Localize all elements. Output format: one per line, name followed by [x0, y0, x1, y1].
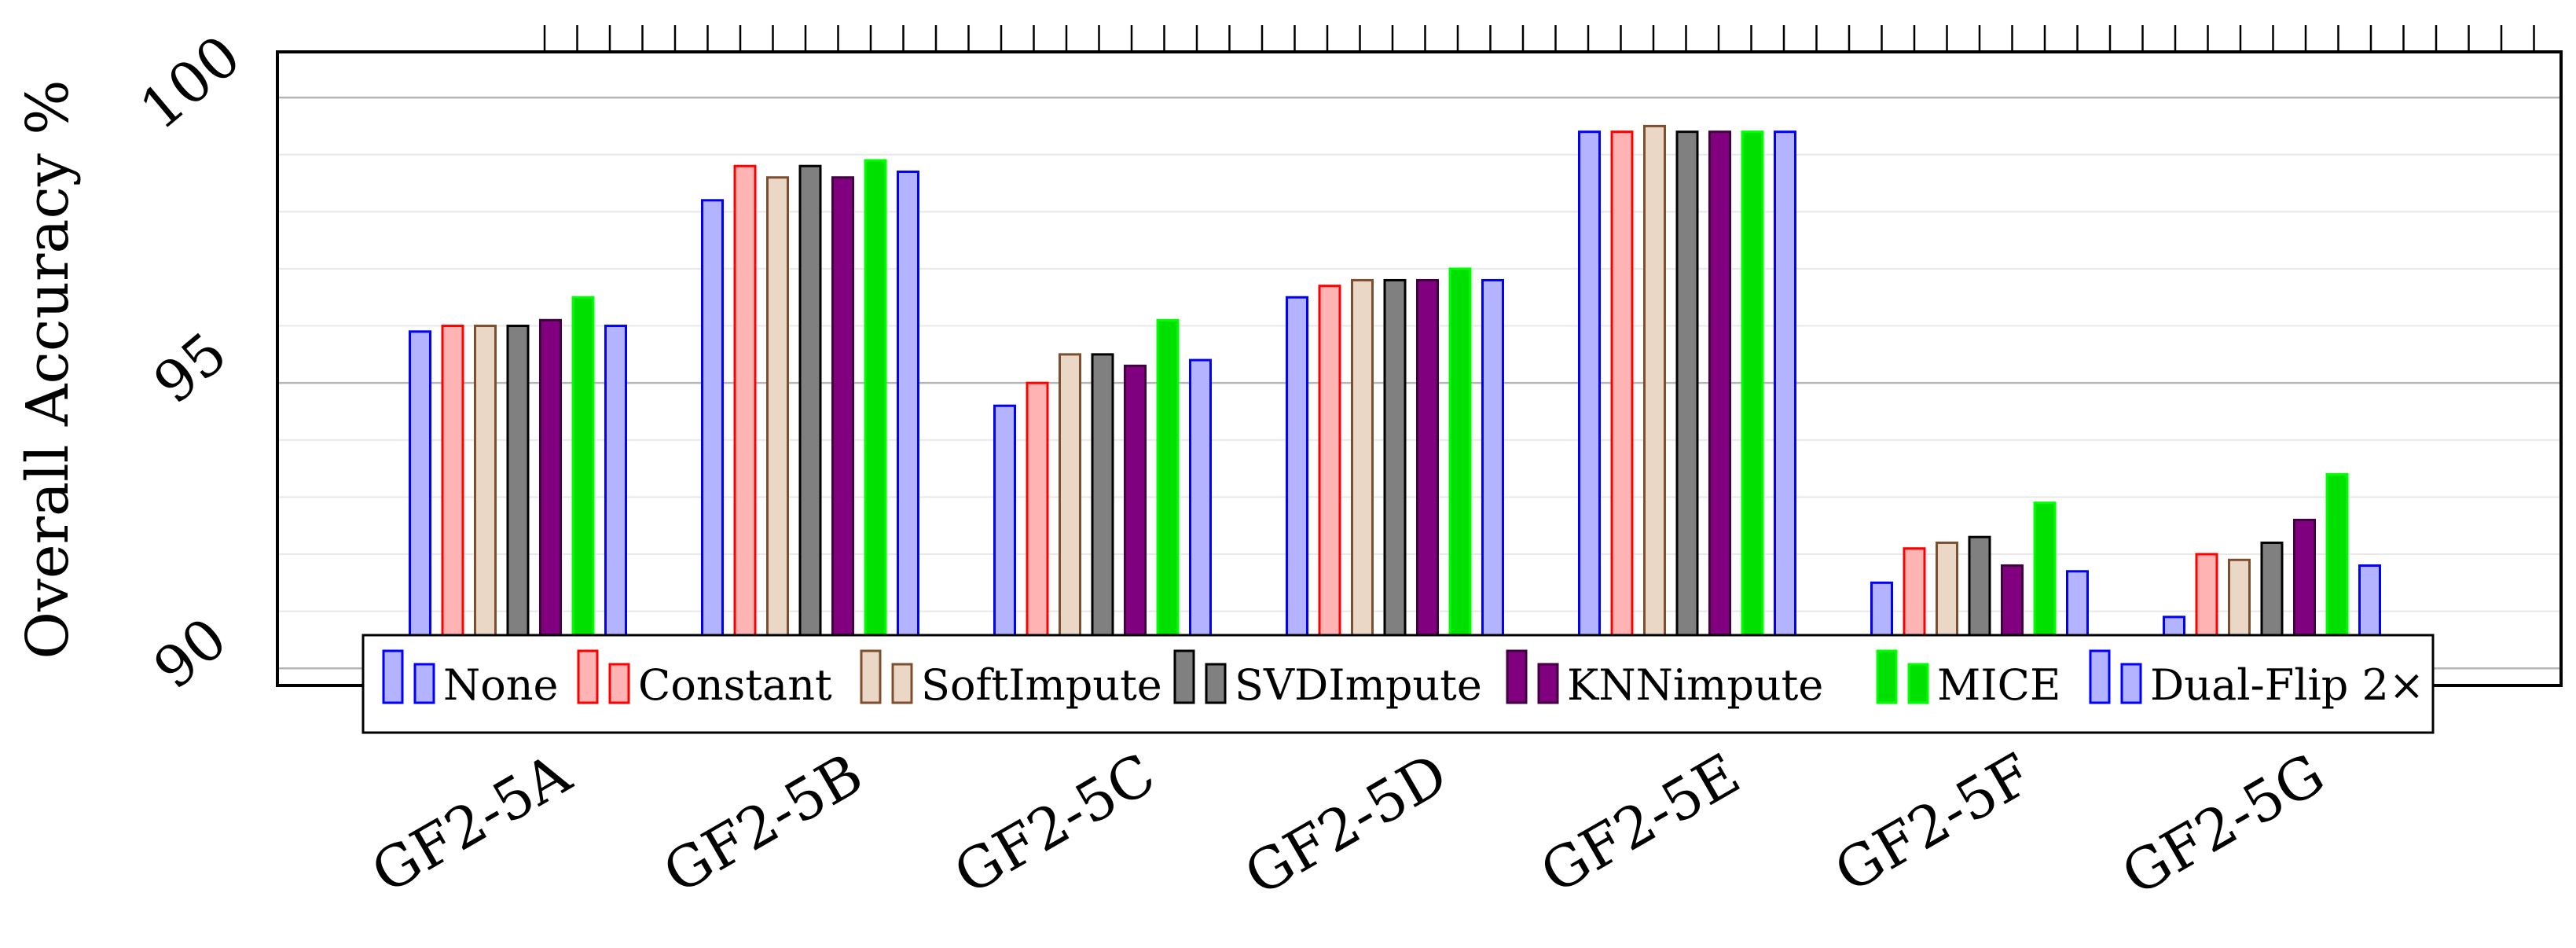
legend-swatch [413, 663, 435, 704]
legend-label: None [443, 660, 559, 710]
bar-dual-flip-2--gf2-5a [604, 325, 627, 687]
legend-swatch-tall [1506, 649, 1528, 704]
legend-swatch [1537, 663, 1559, 704]
legend-swatch [1205, 663, 1227, 704]
legend-label: KNNimpute [1567, 660, 1823, 710]
bar-svdimpute-gf2-5b [798, 164, 822, 687]
bar-knnimpute-gf2-5c [1124, 364, 1147, 687]
legend-entry: KNNimpute [1506, 649, 1823, 710]
x-tick-label: GF2-5C [943, 740, 1165, 907]
legend-swatch [891, 663, 913, 704]
y-tick-label: 100 [127, 23, 252, 143]
x-tick-label: GF2-5B [652, 740, 873, 906]
bar-constant-gf2-5d [1318, 285, 1341, 687]
legend-label: Constant [638, 660, 832, 710]
y-tick-labels: 90 95 100 [127, 23, 252, 702]
legend-entry: MICE [1876, 649, 2060, 710]
bar-none-gf2-5a [409, 330, 431, 687]
bar-constant-gf2-5e [1610, 130, 1634, 687]
bar-softimpute-gf2-5c [1059, 353, 1081, 687]
bar-mice-gf2-5a [571, 296, 595, 687]
bar-knnimpute-gf2-5d [1416, 278, 1439, 687]
legend-entry: SVDImpute [1173, 649, 1482, 710]
legend-items: None Constant SoftImpute SVDImpute KNNimpute… [382, 649, 2424, 710]
legend-entry: SoftImpute [860, 649, 1162, 710]
bar-knnimpute-gf2-5e [1708, 130, 1731, 687]
bar-svdimpute-gf2-5e [1675, 130, 1699, 687]
legend-label: Dual-Flip 2× [2150, 660, 2424, 710]
legend-swatch-tall [382, 649, 404, 704]
bar-mice-gf2-5d [1448, 267, 1472, 687]
legend-swatch-tall [577, 649, 599, 704]
y-tick-label: 90 [141, 604, 239, 701]
bar-constant-gf2-5a [441, 325, 464, 687]
bar-dual-flip-2--gf2-5d [1481, 278, 1504, 687]
legend-entry: None [382, 649, 559, 710]
legend-label: SVDImpute [1235, 660, 1482, 710]
bar-none-gf2-5b [701, 199, 724, 687]
bar-dual-flip-2--gf2-5e [1774, 130, 1796, 687]
legend-swatch-tall [1876, 649, 1898, 704]
legend-swatch [2120, 663, 2142, 704]
bar-svdimpute-gf2-5c [1091, 353, 1114, 687]
bar-none-gf2-5d [1286, 296, 1308, 687]
bar-svdimpute-gf2-5a [506, 325, 530, 687]
legend-swatch [608, 663, 630, 704]
legend: None Constant SoftImpute SVDImpute KNNimpute… [361, 634, 2435, 734]
x-tick-label: GF2-5G [2111, 740, 2335, 908]
legend-swatch-tall [2089, 649, 2111, 704]
bar-mice-gf2-5e [1741, 130, 1764, 687]
bar-mice-gf2-5b [864, 159, 887, 687]
y-axis-label: Overall Accuracy % [14, 79, 82, 659]
bar-none-gf2-5e [1578, 130, 1601, 687]
legend-swatch [1907, 663, 1929, 704]
x-tick-labels: GF2-5A GF2-5B GF2-5C GF2-5D GF2-5E GF2-5F GF2-… [361, 740, 2336, 908]
bar-constant-gf2-5b [733, 164, 757, 687]
legend-swatch-tall [860, 649, 882, 704]
legend-swatch-tall [1173, 649, 1195, 704]
axis-ticks [543, 25, 2535, 52]
bar-knnimpute-gf2-5b [831, 176, 854, 687]
bars [409, 124, 2381, 687]
legend-entry: Constant [577, 649, 832, 710]
y-axis-title: Overall Accuracy % [14, 79, 82, 659]
legend-label: SoftImpute [921, 660, 1162, 710]
bar-softimpute-gf2-5a [474, 325, 497, 687]
bar-softimpute-gf2-5e [1643, 124, 1666, 687]
x-tick-label: GF2-5A [361, 740, 582, 906]
bar-dual-flip-2--gf2-5b [897, 170, 919, 687]
bar-svdimpute-gf2-5d [1383, 278, 1407, 687]
bar-dual-flip-2--gf2-5c [1189, 358, 1212, 687]
x-tick-label: GF2-5E [1529, 740, 1750, 906]
y-tick-label: 95 [141, 319, 239, 416]
legend-label: MICE [1937, 660, 2060, 710]
bar-knnimpute-gf2-5a [539, 318, 562, 687]
legend-box [361, 634, 2435, 734]
bar-softimpute-gf2-5b [766, 176, 789, 687]
x-tick-label: GF2-5F [1824, 740, 2043, 905]
bar-softimpute-gf2-5d [1351, 278, 1374, 687]
bar-mice-gf2-5c [1156, 318, 1180, 687]
x-tick-label: GF2-5D [1234, 740, 1458, 908]
legend-entry: Dual-Flip 2× [2089, 649, 2424, 710]
